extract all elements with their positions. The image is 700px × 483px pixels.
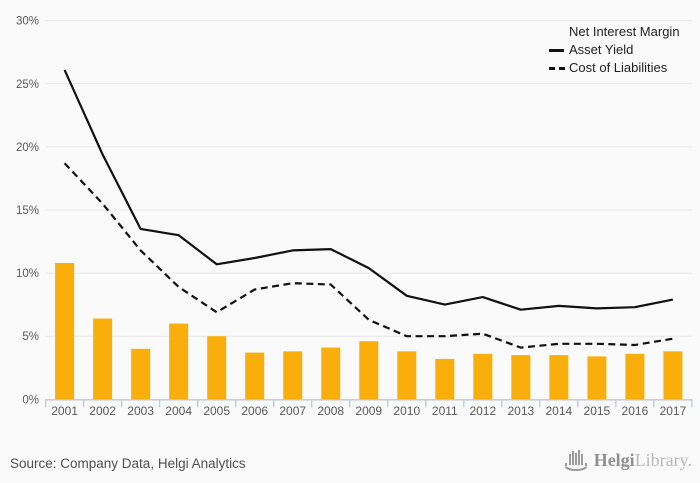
bar-net-interest-margin: [359, 341, 379, 400]
dashed-line-swatch-icon: [549, 66, 565, 70]
y-axis-tick-label: 10%: [16, 268, 39, 280]
bar-net-interest-margin: [663, 351, 683, 400]
bar-swatch-icon: [549, 26, 562, 39]
bar-net-interest-margin: [55, 263, 75, 400]
legend-item-cost-of-liabilities: Cost of Liabilities: [549, 61, 680, 75]
y-axis-tick-label: 30%: [16, 16, 39, 28]
line-asset-yield: [63, 69, 674, 311]
helgi-library-logo[interactable]: Helgi Library.: [564, 448, 692, 472]
x-axis-tick-label: 2005: [203, 404, 230, 418]
bar-net-interest-margin: [131, 348, 151, 400]
y-axis-tick-label: 0%: [22, 394, 39, 406]
source-note: Source: Company Data, Helgi Analytics: [10, 456, 246, 471]
bar-net-interest-margin: [283, 351, 303, 400]
x-axis-tick-label: 2010: [393, 404, 420, 418]
chart-canvas: 0% 5% 10% 15% 20% 25% 30% 2001 2002 2003 2004 2005 2…: [16, 16, 693, 418]
bar-net-interest-margin: [511, 355, 531, 400]
y-axis-tick-label: 15%: [16, 205, 39, 217]
bar-net-interest-margin: [321, 347, 341, 400]
legend-item-asset-yield: Asset Yield: [549, 43, 680, 57]
x-axis-tick-label: 2014: [546, 404, 573, 418]
bar-net-interest-margin: [549, 355, 569, 400]
x-axis-tick-label: 2016: [622, 404, 649, 418]
y-axis-tick-label: 20%: [16, 142, 39, 154]
x-axis-tick-label: 2012: [469, 404, 496, 418]
bar-net-interest-margin: [397, 351, 417, 400]
line-cost-of-liabilities: [63, 162, 674, 349]
bar-net-interest-margin: [625, 353, 645, 400]
bar-net-interest-margin: [587, 356, 607, 400]
x-axis-tick-label: 2013: [507, 404, 534, 418]
legend-label: Asset Yield: [569, 42, 634, 57]
bar-net-interest-margin: [473, 353, 493, 400]
bar-net-interest-margin: [207, 336, 227, 400]
x-axis-tick-label: 2009: [355, 404, 382, 418]
legend-label: Net Interest Margin: [569, 24, 680, 39]
x-axis-tick-label: 2017: [660, 404, 687, 418]
logo-text-library: Library.: [634, 450, 692, 470]
legend-label: Cost of Liabilities: [569, 60, 668, 75]
x-axis-tick-label: 2002: [89, 404, 116, 418]
chart-legend: Net Interest Margin Asset Yield Cost of …: [549, 25, 680, 75]
bar-net-interest-margin: [169, 323, 189, 400]
x-axis-tick-label: 2006: [241, 404, 268, 418]
bar-net-interest-margin: [435, 358, 455, 400]
x-axis-tick-label: 2003: [127, 404, 154, 418]
x-axis-tick-label: 2007: [279, 404, 306, 418]
y-axis-tick-label: 25%: [16, 79, 39, 91]
bar-net-interest-margin: [245, 352, 265, 400]
x-axis-tick-label: 2001: [51, 404, 78, 418]
x-axis-tick-label: 2004: [165, 404, 192, 418]
logo-text-helgi: Helgi: [593, 450, 635, 470]
bar-net-interest-margin: [93, 318, 113, 400]
solid-line-swatch-icon: [549, 48, 564, 52]
helgi-logo-icon: [564, 450, 587, 471]
y-axis-tick-label: 5%: [22, 331, 39, 343]
legend-item-net-interest-margin: Net Interest Margin: [549, 25, 680, 39]
x-axis-tick-label: 2008: [317, 404, 344, 418]
x-axis-tick-label: 2015: [584, 404, 611, 418]
x-axis-tick-label: 2011: [432, 404, 458, 418]
